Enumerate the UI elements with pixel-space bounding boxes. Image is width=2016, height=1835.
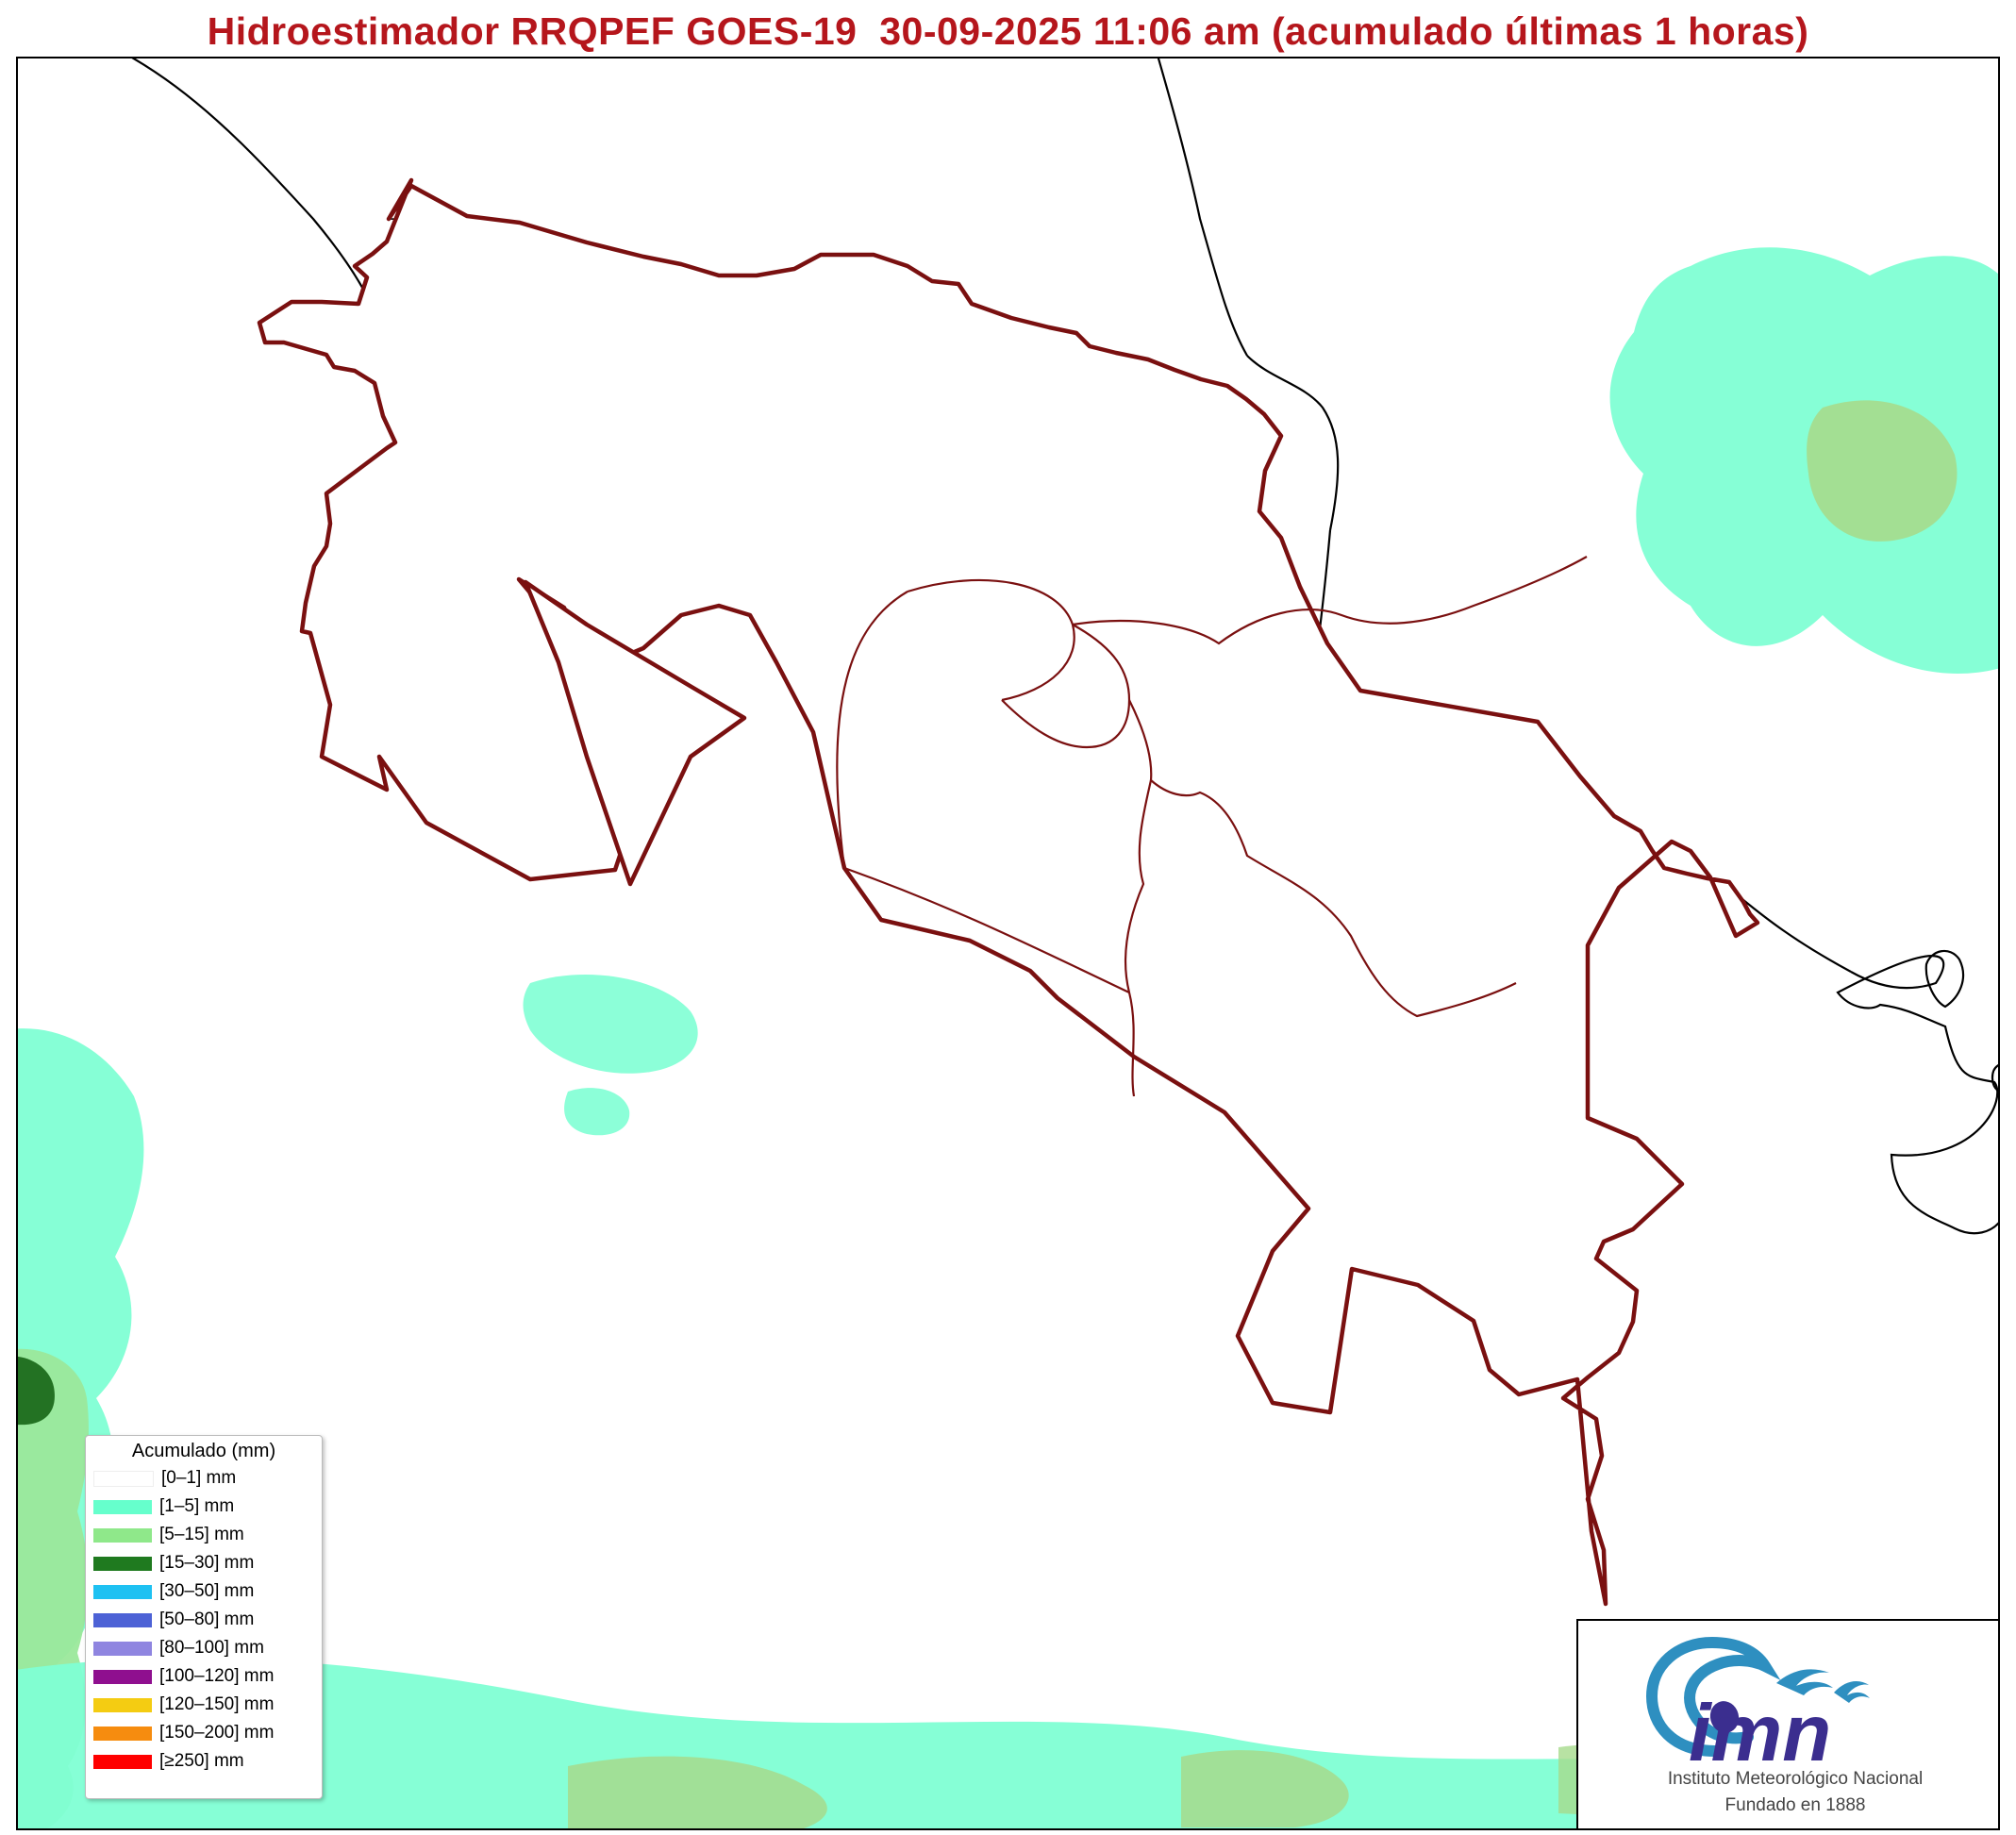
svg-text:imn: imn [1689, 1689, 1831, 1762]
